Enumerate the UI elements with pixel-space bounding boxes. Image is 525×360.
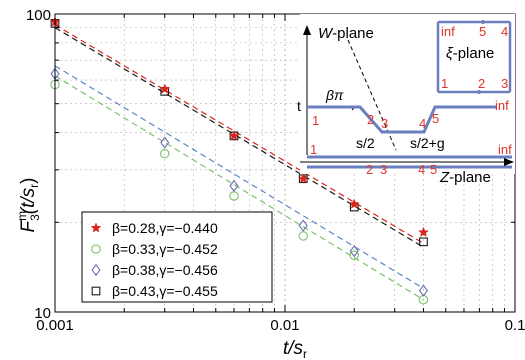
inset-diagram: W-plane βπ t 1 2 3 4 5 inf s/2 s/2+g ξ-p… <box>297 14 515 186</box>
data-point-series-3 <box>298 219 308 232</box>
x-tick-label: 0.01 <box>270 317 299 334</box>
legend-label-3: β=0.38,γ=−0.456 <box>112 262 218 278</box>
w-plane-point-2: 2 <box>367 112 374 127</box>
w-plane-axis-arrow <box>303 25 311 35</box>
w-plane-point-5: 5 <box>432 111 439 126</box>
z-plane-axis-arrow <box>504 158 514 166</box>
legend-label-2: β=0.33,γ=−0.452 <box>112 241 218 257</box>
w-plane-title: W-plane <box>318 25 374 42</box>
xi-plane-point-3: 3 <box>501 76 508 91</box>
legend-marker-2 <box>91 244 101 254</box>
w-plane-boundary <box>307 105 496 134</box>
data-point-series-4 <box>419 237 428 247</box>
y-tick-label: 100 <box>26 7 51 24</box>
w-plane-point-3: 3 <box>381 116 388 131</box>
x-axis-label: t/sr <box>283 338 307 360</box>
xi-plane-title: ξ-plane <box>446 45 494 62</box>
data-point-series-1 <box>348 198 360 209</box>
xi-plane-point-4: 4 <box>501 24 508 39</box>
data-point-series-3 <box>349 245 359 258</box>
data-point-series-1 <box>159 83 171 94</box>
z-plane-point-4: 4 <box>418 162 425 177</box>
w-plane-point-4: 4 <box>419 116 426 131</box>
w-plane-s-half-g-label: s/2+g <box>410 135 445 151</box>
xi-plane-dot-5 <box>481 20 485 24</box>
legend-box <box>81 211 273 303</box>
z-plane-inf-label: inf <box>498 142 512 157</box>
x-tick-label: 0.1 <box>505 317 525 334</box>
xi-plane-point-1: 1 <box>441 76 448 91</box>
data-point-series-2 <box>298 231 308 241</box>
xi-plane-dot-2 <box>477 90 481 94</box>
z-plane-point-5: 5 <box>430 162 437 177</box>
x-tick-label: 0.001 <box>36 317 74 334</box>
data-point-series-1 <box>297 173 309 184</box>
legend-marker-4 <box>91 286 101 296</box>
data-point-series-2 <box>159 148 170 159</box>
xi-plane-point-5: 5 <box>479 24 486 39</box>
z-plane-point-2: 2 <box>366 162 373 177</box>
legend: β=0.28,γ=−0.440 β=0.33,γ=−0.452 β=0.38,γ=−… <box>81 211 273 303</box>
fit-lines <box>54 24 424 301</box>
z-plane-point-1: 1 <box>310 142 317 157</box>
fit-line-series-4 <box>54 27 424 248</box>
z-plane-point-3: 3 <box>380 162 387 177</box>
xi-plane-point-2: 2 <box>478 76 485 91</box>
xi-plane-inf-label: inf <box>441 24 455 39</box>
data-points <box>49 16 429 305</box>
w-plane-inf-label: inf <box>495 98 509 113</box>
fit-line-series-1 <box>54 24 424 244</box>
legend-marker-3 <box>91 263 101 277</box>
fit-line-series-3 <box>54 65 424 289</box>
fit-line-series-2 <box>54 75 424 301</box>
w-plane-t-label: t <box>297 98 301 114</box>
w-plane-point-1: 1 <box>312 113 319 128</box>
w-plane-s-half-label: s/2 <box>356 135 375 151</box>
data-point-series-1 <box>418 226 429 237</box>
data-point-series-2 <box>229 191 239 201</box>
data-point-series-2 <box>349 250 359 261</box>
legend-label-1: β=0.28,γ=−0.440 <box>112 220 218 236</box>
y-axis-label: Fm3(t/sr) <box>15 177 42 232</box>
w-plane-angle-label: βπ <box>325 87 344 103</box>
xi-plane-box <box>438 22 510 92</box>
y-tick-label: 10 <box>34 305 51 322</box>
data-point-series-3 <box>229 179 239 192</box>
z-plane-title: Z-plane <box>439 169 491 186</box>
data-point-series-3 <box>160 136 170 149</box>
axis-ticks: 0.001 0.01 0.1 10 100 <box>26 7 525 334</box>
data-point-series-1 <box>228 130 240 141</box>
legend-label-4: β=0.43,γ=−0.455 <box>112 283 218 299</box>
legend-marker-1 <box>90 222 102 233</box>
data-point-series-3 <box>418 284 429 297</box>
